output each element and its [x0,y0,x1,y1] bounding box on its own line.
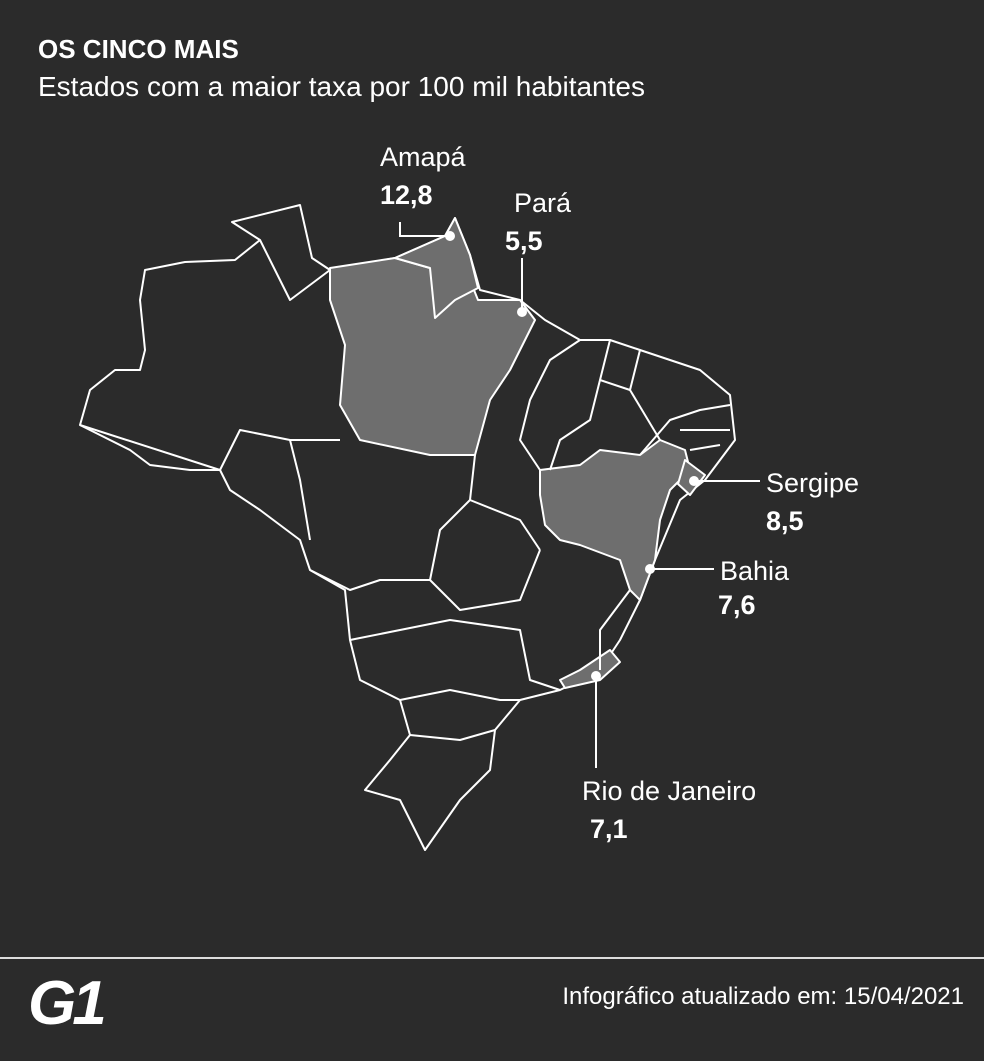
state-value: 12,8 [380,180,433,210]
brazil-outline [79,204,736,851]
marker [591,671,601,681]
state-value: 7,1 [590,814,628,844]
rio-de-janeiro [559,649,621,689]
state-value: 5,5 [505,226,543,256]
map [79,204,736,851]
marker [517,307,527,317]
marker [445,231,455,241]
leader-line [399,222,450,237]
logo: G1 [28,969,104,1038]
state-borders [79,239,731,741]
state-value: 7,6 [718,590,756,620]
state-name: Sergipe [766,468,859,498]
marker [689,476,699,486]
title: OS CINCO MAIS [38,34,239,64]
amapa [394,217,479,319]
state-name: Amapá [380,142,467,172]
bahia [539,439,691,601]
state-value: 8,5 [766,506,804,536]
state-name: Rio de Janeiro [582,776,756,806]
state-name: Pará [514,188,572,218]
state-name: Bahia [720,556,790,586]
subtitle: Estados com a maior taxa por 100 mil hab… [38,71,645,102]
marker [645,564,655,574]
update-note: Infográfico atualizado em: 15/04/2021 [562,983,964,1010]
callouts: Amapá 12,8 Pará 5,5 Sergipe 8,5 Bahia 7,… [380,142,859,844]
